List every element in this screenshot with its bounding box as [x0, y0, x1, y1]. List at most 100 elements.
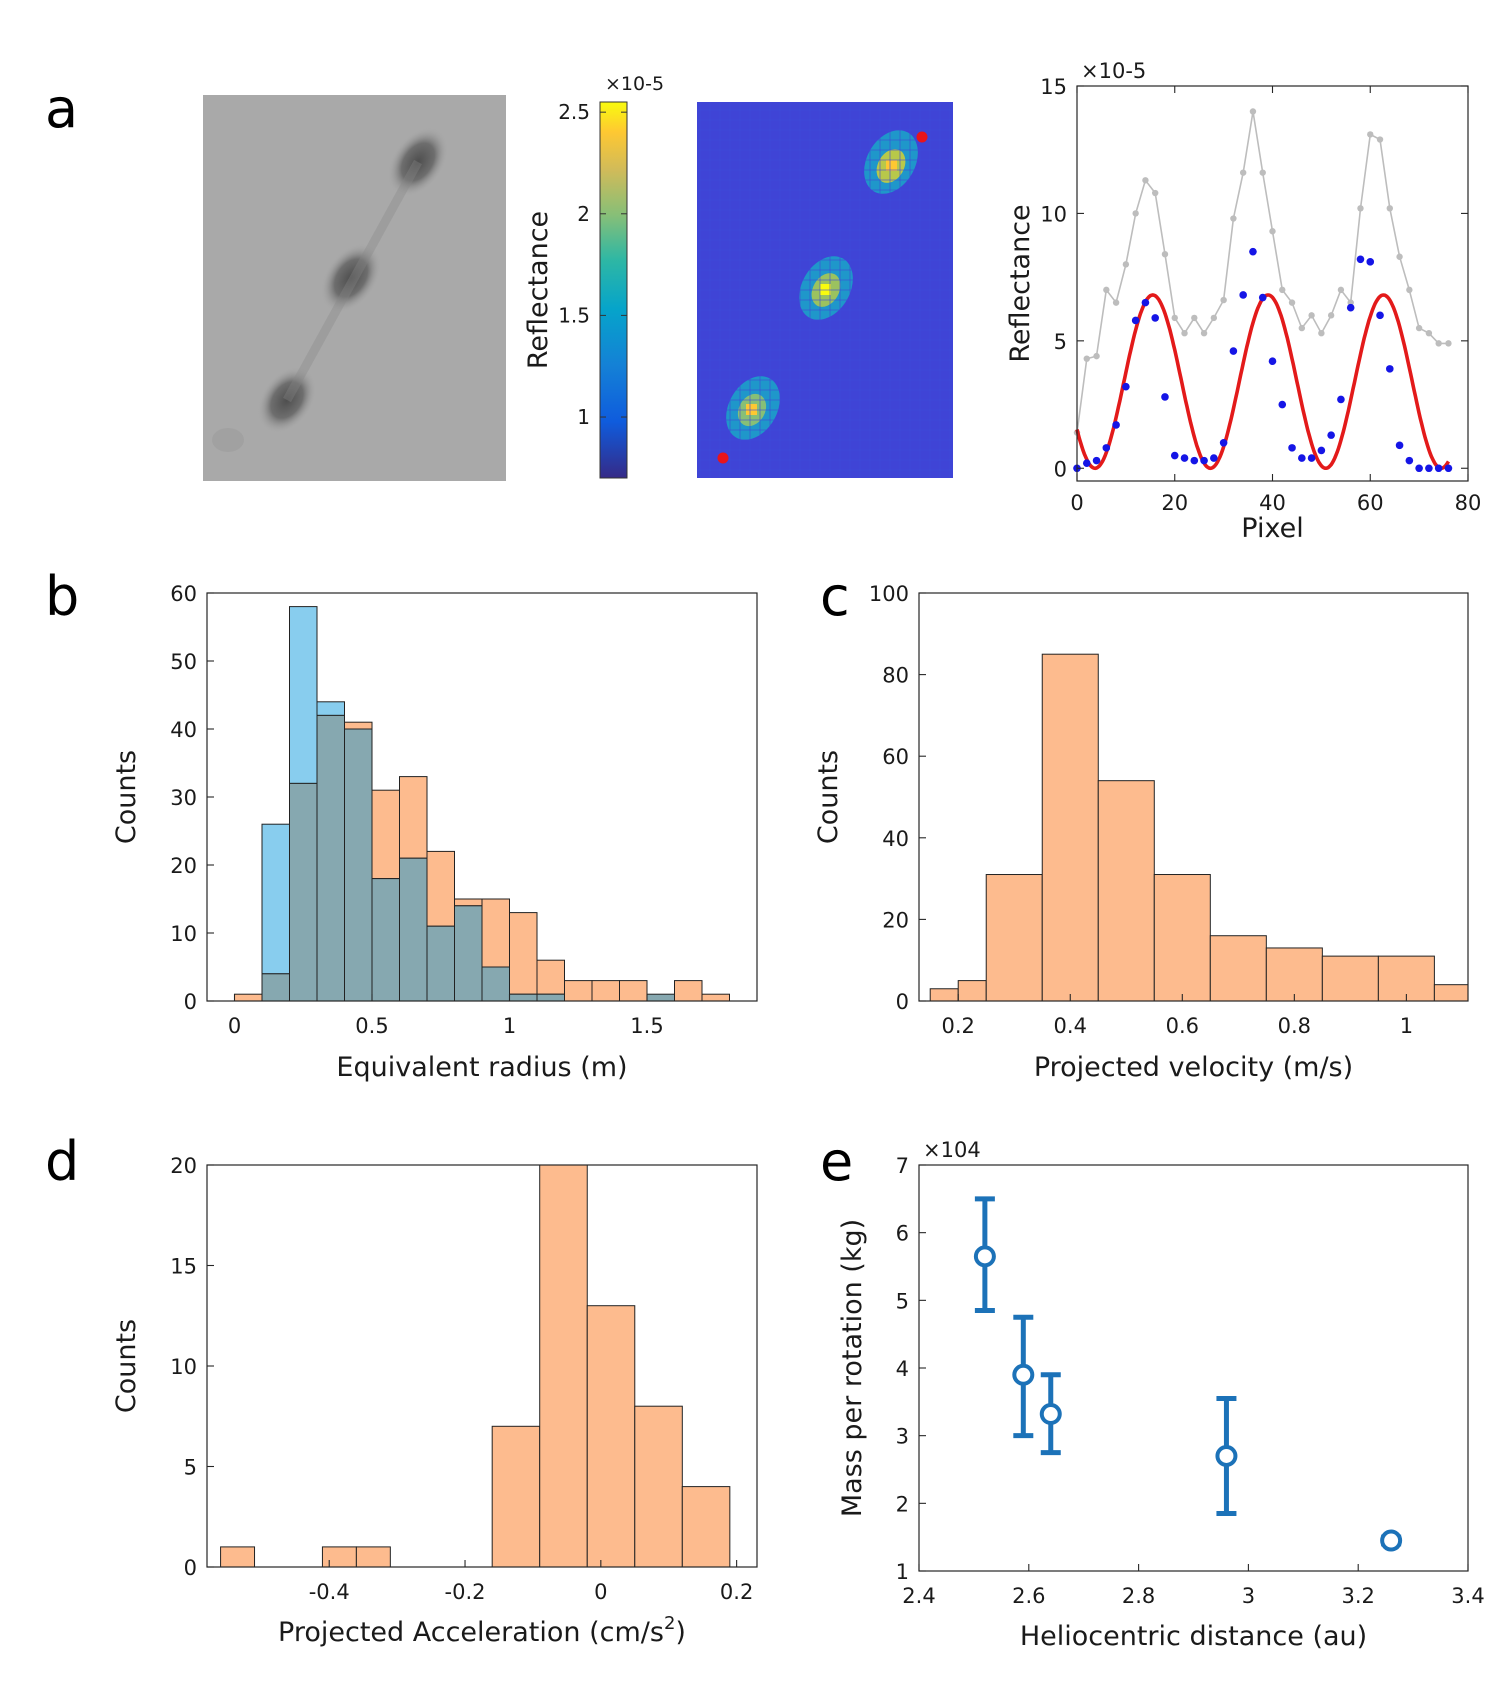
dark-blob [257, 367, 317, 433]
y-tick-label: 4 [896, 1357, 909, 1381]
data-point [1012, 1363, 1035, 1386]
raw-profile-point [1259, 169, 1266, 176]
y-tick-label: 3 [896, 1425, 909, 1449]
axes-box [918, 1164, 1469, 1572]
y-tick-label: 7 [896, 1154, 909, 1178]
histogram-bar [1265, 947, 1323, 1002]
processed-profile-point [1151, 314, 1159, 322]
processed-profile-point [1258, 293, 1267, 302]
colorbar-tick-label: 1 [577, 405, 590, 429]
marker-dot [717, 452, 729, 464]
processed-profile-point [1180, 454, 1189, 462]
panel-label-d: d [45, 1130, 79, 1193]
raw-profile-point [1406, 286, 1413, 294]
raw-profile-point [1269, 228, 1276, 235]
raw-profile-point [1347, 299, 1354, 306]
processed-profile-point [1141, 298, 1150, 307]
y-tick-label: 100 [869, 582, 909, 606]
data-point [1215, 1444, 1238, 1467]
histogram-bar [536, 959, 565, 995]
histogram-bar [1209, 935, 1267, 1002]
y-tick-label: 40 [170, 718, 197, 742]
y-tick-label: 2 [896, 1492, 909, 1516]
histogram-bar [454, 898, 483, 907]
histogram-bar [681, 1486, 731, 1568]
y-axis-label: Counts [111, 750, 142, 844]
histogram-bar [1153, 874, 1211, 1002]
processed-profile-point [1229, 347, 1238, 355]
panel-label-e: e [820, 1130, 853, 1193]
histogram-bar-overlap [344, 728, 373, 1002]
colorbar-tick-label: 2 [577, 202, 590, 226]
y-tick-label: 0 [184, 990, 197, 1014]
y-tick-label: 30 [170, 786, 197, 810]
raw-profile-point [1191, 314, 1198, 322]
histogram-bar [289, 606, 318, 784]
x-axis-label: Projected velocity (m/s) [1034, 1052, 1353, 1083]
histogram-bar-overlap [289, 782, 318, 1002]
panel-label-c: c [820, 565, 850, 628]
histogram-bar [1041, 653, 1099, 1002]
chart-e-mass-scatter: 2.4 2.6 2.8 3 3.2 3.4 1 2 3 4 5 6 7 Heliocentric dist… [837, 1138, 1485, 1652]
processed-profile-point [1268, 357, 1277, 366]
chart-c-velocity-histogram: 0.2 0.4 0.6 0.8 1 0 20 40 60 80 100 Projected veloc… [813, 582, 1469, 1083]
histogram-bar [491, 1425, 541, 1568]
colorbar-tick-label: 2.5 [558, 100, 590, 124]
histogram-bar-overlap [261, 973, 290, 1002]
x-tick-label: 0 [228, 1014, 241, 1038]
panel-label-a: a [45, 77, 78, 140]
y-tick-label: 10 [1040, 202, 1067, 226]
y-tick-label: 20 [882, 908, 909, 932]
histogram-bar [701, 993, 730, 1002]
x-tick-label: 20 [1161, 491, 1188, 515]
y-tick-label: 60 [882, 745, 909, 769]
histogram-bar [234, 993, 263, 1002]
raw-profile-point [1337, 286, 1345, 294]
processed-profile-point [1102, 444, 1111, 452]
y-tick-label: 1 [896, 1560, 909, 1584]
y-tick-label: 0 [184, 1556, 197, 1580]
histogram-bar-overlap [371, 878, 400, 1002]
processed-profile-point [1337, 395, 1345, 404]
raw-profile-point [1132, 210, 1139, 217]
processed-profile-point [1122, 382, 1130, 391]
raw-profile-point [1249, 108, 1257, 115]
processed-profile-point [1200, 456, 1208, 465]
y-axis-label: Counts [111, 1319, 142, 1413]
raw-profile-point [1435, 340, 1442, 347]
y-tick-label: 5 [1054, 330, 1067, 354]
histogram-bar [399, 776, 428, 859]
x-axis-label: Heliocentric distance (au) [1020, 1621, 1367, 1652]
histogram-bar-overlap [426, 925, 455, 1002]
processed-profile-point [1210, 454, 1218, 462]
chart-a-profile: 0 20 40 60 80 0 5 10 15 Pixel Reflectance ×10-5 [1005, 59, 1481, 544]
histogram-bar-overlap [399, 857, 428, 1002]
data-point [1039, 1403, 1062, 1426]
y-tick-label: 20 [170, 854, 197, 878]
processed-profile-point [1356, 255, 1365, 264]
x-tick-label: 0.2 [720, 1580, 753, 1604]
histogram-bar [371, 789, 400, 880]
histogram-bar-overlap [316, 714, 345, 1002]
histogram-bar-overlap [481, 966, 510, 1002]
raw-profile-point [1239, 169, 1247, 176]
processed-profile-point [1298, 454, 1306, 462]
marker-dot [916, 131, 928, 143]
processed-profile-point [1170, 451, 1179, 460]
x-tick-label: 1.5 [630, 1014, 663, 1038]
raw-profile-point [1425, 329, 1433, 337]
histogram-bar [985, 874, 1043, 1002]
colorbar-label: Reflectance [523, 211, 554, 369]
panel-label-b: b [45, 565, 79, 628]
histogram-bar-overlap [646, 993, 675, 1002]
processed-profile-point [1405, 456, 1414, 465]
raw-profile-point [1308, 312, 1315, 319]
raw-profile-point [1230, 215, 1237, 222]
processed-profile-point [1239, 291, 1247, 299]
histogram-bar [1377, 955, 1435, 1002]
processed-profile-point [1092, 456, 1101, 465]
x-tick-label: 0.8 [1278, 1014, 1311, 1038]
raw-profile-point [1171, 314, 1178, 322]
histogram-bar [1433, 984, 1469, 1002]
raw-profile-point [1210, 314, 1218, 322]
